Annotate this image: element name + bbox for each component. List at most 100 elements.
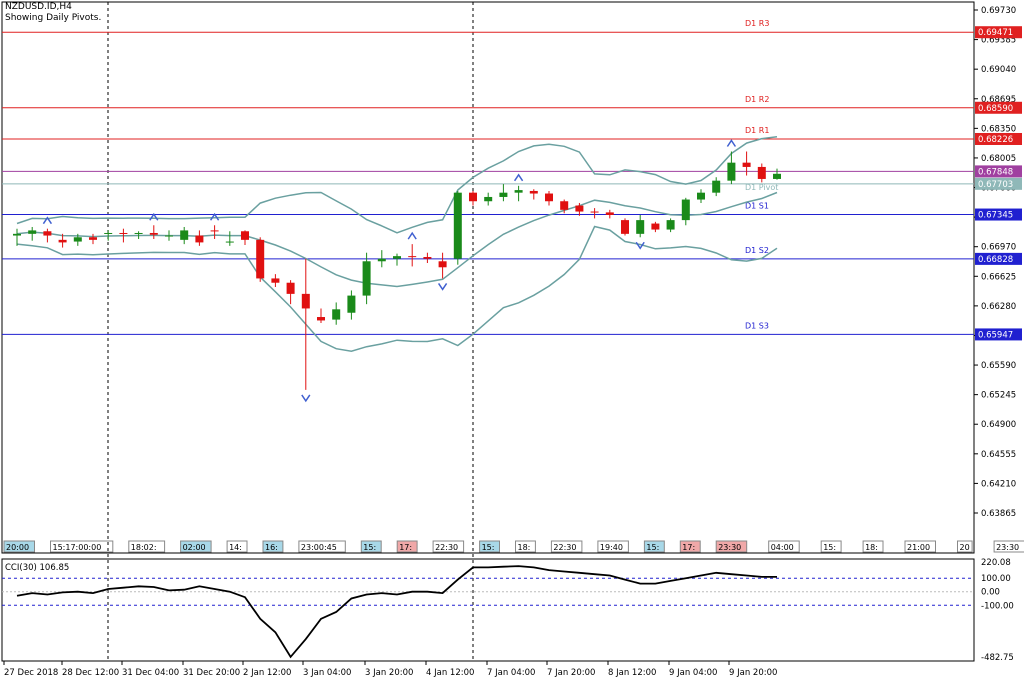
pivot-price-tag-text: 0.65947 <box>978 330 1013 340</box>
time-axis-label: 9 Jan 04:00 <box>669 668 717 678</box>
price-tick-label: 0.68005 <box>981 154 1016 164</box>
price-tick-label: 0.68350 <box>981 124 1016 134</box>
fractal-up-arrow-icon <box>407 231 417 240</box>
candle-body <box>377 258 386 262</box>
time-axis-label: 9 Jan 20:00 <box>729 668 777 678</box>
time-axis-label: 31 Dec 04:00 <box>122 668 179 678</box>
session-label-bg <box>479 541 500 552</box>
time-axis-label: 2 Jan 12:00 <box>243 668 291 678</box>
candle-body <box>256 239 265 279</box>
candle-body <box>636 220 645 234</box>
pivot-price-tag <box>975 328 1022 341</box>
candle-body <box>73 237 82 242</box>
pivot-label: D1 Pivot <box>745 183 778 192</box>
pivot-price-tag-text: 0.68590 <box>978 104 1013 114</box>
session-label-box <box>396 540 418 553</box>
candle-body <box>362 261 371 296</box>
candle-body <box>104 232 113 234</box>
price-tick-label: 0.68695 <box>981 95 1016 105</box>
price-tick-label: 0.64555 <box>981 450 1016 460</box>
fractal-down-arrow-icon <box>301 394 311 403</box>
time-axis-label: 3 Jan 04:00 <box>303 668 351 678</box>
session-label: 22:30 <box>553 543 576 552</box>
cci-tick-label: -100.00 <box>981 601 1014 611</box>
pivot-label: D1 R3 <box>745 19 769 28</box>
band-lower <box>16 225 778 352</box>
session-label-bg <box>716 541 747 552</box>
candle-body <box>301 293 310 309</box>
session-label: 20:00 <box>6 543 29 552</box>
candle-body <box>484 196 493 202</box>
pivot-price-tag-text: 0.66828 <box>978 255 1013 265</box>
price-tick-label: 0.66280 <box>981 302 1016 312</box>
candle-body <box>712 180 721 193</box>
session-label: 15: <box>363 543 376 552</box>
session-label: 16: <box>265 543 278 552</box>
session-label: 21:00 <box>907 543 930 552</box>
candle-body <box>453 192 462 259</box>
session-label: 15: <box>482 543 495 552</box>
candle-body <box>469 192 477 202</box>
candle-body <box>58 239 67 243</box>
pivot-label: D1 S3 <box>745 321 769 330</box>
session-label-box <box>128 540 166 553</box>
session-label: 17: <box>682 543 695 552</box>
candle-body <box>317 317 325 321</box>
price-tick-label: 0.66970 <box>981 243 1016 253</box>
cci-tick-label: 100.00 <box>981 574 1011 584</box>
candle-body <box>119 232 128 234</box>
candle-body <box>499 192 508 197</box>
pivot-label: D1 R1 <box>745 126 769 135</box>
candle-body <box>605 212 614 215</box>
band-middle <box>16 191 778 288</box>
candle-body <box>560 201 569 210</box>
time-axis-label: 27 Dec 2018 <box>4 668 58 678</box>
candle-body <box>727 162 736 181</box>
candle-body <box>423 256 432 259</box>
time-axis-label: 3 Jan 20:00 <box>365 668 413 678</box>
pivot-price-tag-text: 0.69471 <box>978 28 1013 38</box>
candle-body <box>225 241 234 243</box>
pivot-price-tag <box>975 208 1022 221</box>
candle-body <box>545 193 553 202</box>
band-upper <box>16 136 778 234</box>
cci-tick-label: -482.75 <box>981 653 1014 663</box>
session-label: 20 <box>960 543 970 552</box>
candle-body <box>681 199 690 221</box>
fractal-up-arrow-icon <box>513 173 524 182</box>
pivot-price-tag-text: 0.67703 <box>978 180 1013 190</box>
pivot-subtitle: Showing Daily Pivots. <box>5 13 102 23</box>
pivot-price-tag <box>975 101 1022 114</box>
session-label-box <box>360 540 382 553</box>
session-label-box <box>904 540 936 553</box>
session-label-box <box>993 540 1024 553</box>
pivot-price-tag <box>975 132 1022 145</box>
session-label: 14: <box>229 543 242 552</box>
session-label-bg <box>644 541 665 552</box>
session-label-bg <box>397 541 418 552</box>
candle-body <box>742 162 751 167</box>
price-tick-label: 0.69730 <box>981 6 1016 16</box>
time-axis-label: 31 Dec 20:00 <box>183 668 240 678</box>
session-label: 15: <box>646 543 659 552</box>
session-label: 19:40 <box>600 543 623 552</box>
time-axis-label: 4 Jan 12:00 <box>426 668 474 678</box>
session-label-box <box>262 540 284 553</box>
session-label: 23:30 <box>996 543 1019 552</box>
candle-body <box>241 231 249 240</box>
cci-frame <box>1 558 975 662</box>
session-label: 22:30 <box>435 543 458 552</box>
candle-body <box>773 173 781 179</box>
session-label: 18: <box>865 543 878 552</box>
candle-body <box>697 192 705 200</box>
pivot-price-tag <box>975 177 1022 190</box>
session-label-box <box>550 540 583 553</box>
session-label: 18: <box>518 543 531 552</box>
price-tick-label: 0.64210 <box>981 479 1016 489</box>
time-axis-label: 7 Jan 04:00 <box>487 668 535 678</box>
candle-body <box>408 256 417 258</box>
fractal-up-arrow-icon <box>42 216 53 225</box>
candle-body <box>210 230 219 232</box>
